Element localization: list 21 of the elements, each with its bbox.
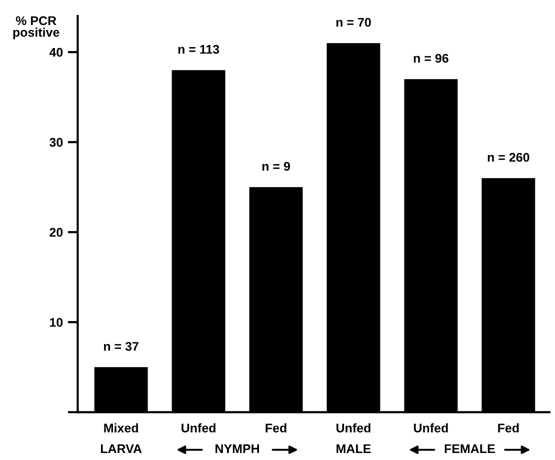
x-tick-label: Fed xyxy=(266,423,286,432)
annotation: n = 9 xyxy=(262,162,290,171)
text: FEMALE xyxy=(444,444,495,454)
y-tick-label: 10 xyxy=(50,318,63,327)
annotation: n = 260 xyxy=(488,152,530,162)
y-tick-label: 30 xyxy=(50,138,63,147)
x-tick-label: Unfed xyxy=(414,423,448,432)
text: MALE xyxy=(336,444,371,454)
x-tick-label: Mixed xyxy=(104,423,138,432)
y-axis-title: % PCR positive xyxy=(13,16,60,40)
y-tick-label: 20 xyxy=(50,228,63,237)
x-tick-label: Unfed xyxy=(336,423,370,432)
text: LARVA xyxy=(100,444,142,454)
x-tick-label: Fed xyxy=(498,423,519,432)
annotation: n = 96 xyxy=(414,54,448,63)
annotation: n = 113 xyxy=(178,44,220,54)
annotation: n = 37 xyxy=(104,342,138,351)
text: NYMPH xyxy=(216,444,260,454)
annotation: n = 70 xyxy=(336,18,371,27)
x-tick-label: Unfed xyxy=(182,423,216,432)
y-tick-label: 40 xyxy=(49,48,63,57)
